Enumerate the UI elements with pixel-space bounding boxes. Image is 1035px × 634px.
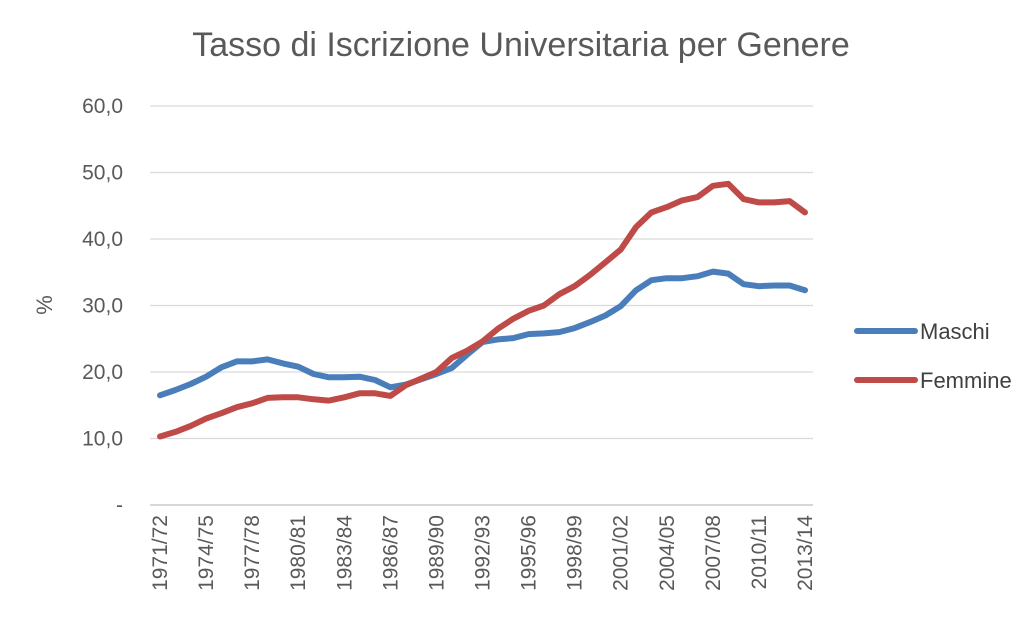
x-tick-label: 1974/75 bbox=[195, 515, 218, 591]
legend-label-femmine: Femmine bbox=[920, 368, 1012, 393]
gridlines bbox=[150, 105, 813, 440]
x-tick-label: 1977/78 bbox=[241, 515, 264, 591]
y-tick-label: - bbox=[116, 494, 123, 517]
legend-label-maschi: Maschi bbox=[920, 319, 990, 344]
x-tick-label: 1980/81 bbox=[287, 515, 310, 591]
x-tick-label: 1992/93 bbox=[472, 515, 495, 591]
x-tick-label: 1989/90 bbox=[425, 515, 448, 591]
y-tick-label: 30,0 bbox=[82, 295, 123, 318]
y-tick-label: 10,0 bbox=[82, 428, 123, 451]
chart-title: Tasso di Iscrizione Universitaria per Ge… bbox=[192, 26, 850, 64]
x-tick-label: 2010/11 bbox=[748, 515, 771, 589]
x-tick-label: 2007/08 bbox=[702, 515, 725, 591]
series-line-maschi bbox=[157, 268, 808, 399]
x-axis-ticks: 1971/72 1974/75 1977/78 1980/81 1983/84 1986/… bbox=[149, 515, 817, 591]
legend: Maschi Femmine bbox=[854, 319, 1012, 393]
y-axis-label: % bbox=[32, 295, 57, 315]
y-tick-label: 40,0 bbox=[82, 228, 123, 251]
y-tick-label: 50,0 bbox=[82, 162, 123, 185]
y-axis-ticks: - 10,0 20,0 30,0 40,0 50,0 60,0 bbox=[82, 95, 123, 517]
x-tick-label: 2001/02 bbox=[610, 515, 633, 591]
x-tick-label: 2004/05 bbox=[656, 515, 679, 591]
x-tick-label: 1995/96 bbox=[518, 515, 541, 591]
x-tick-label: 2013/14 bbox=[794, 515, 817, 591]
y-tick-label: 60,0 bbox=[82, 95, 123, 118]
x-tick-label: 1998/99 bbox=[564, 515, 587, 591]
x-tick-label: 1986/87 bbox=[379, 515, 402, 591]
series-line-femmine bbox=[157, 180, 808, 440]
series-lines bbox=[157, 180, 808, 440]
y-tick-label: 20,0 bbox=[82, 361, 123, 384]
x-tick-label: 1971/72 bbox=[149, 515, 172, 591]
x-tick-label: 1983/84 bbox=[333, 515, 356, 591]
